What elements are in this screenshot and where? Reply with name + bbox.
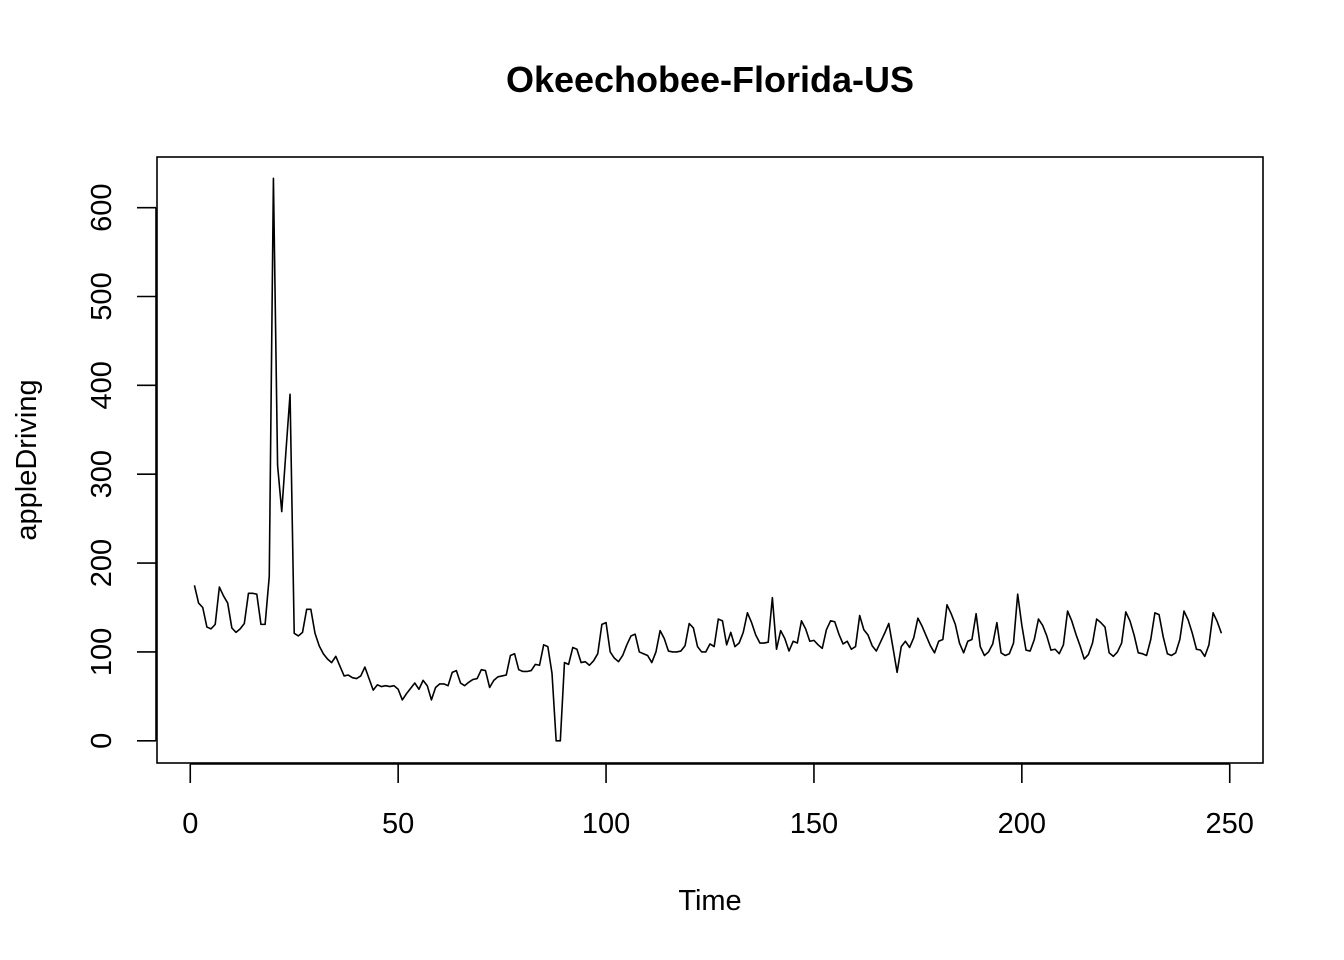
x-axis-label: Time xyxy=(678,885,741,917)
series-line xyxy=(193,177,1223,742)
x-tick-label: 150 xyxy=(790,808,838,840)
y-axis-label: appleDriving xyxy=(11,379,43,540)
x-tick-label: 250 xyxy=(1206,808,1254,840)
x-tick-label: 50 xyxy=(382,808,414,840)
y-axis: 0 100 200 300 400 500 600 xyxy=(86,183,157,749)
x-axis: 0 50 100 150 200 250 xyxy=(182,763,1254,840)
x-tick-label: 100 xyxy=(582,808,630,840)
y-tick-label: 300 xyxy=(86,450,118,498)
chart-title: Okeechobee-Florida-US xyxy=(506,59,914,100)
y-tick-label: 400 xyxy=(86,361,118,409)
y-tick-label: 0 xyxy=(86,733,118,749)
x-tick-label: 0 xyxy=(182,808,198,840)
plot-frame xyxy=(156,156,1264,764)
y-tick-label: 200 xyxy=(86,539,118,587)
y-tick-label: 600 xyxy=(86,183,118,231)
x-tick-label: 200 xyxy=(998,808,1046,840)
series-layer xyxy=(193,177,1223,742)
y-tick-label: 500 xyxy=(86,272,118,320)
y-tick-label: 100 xyxy=(86,628,118,676)
